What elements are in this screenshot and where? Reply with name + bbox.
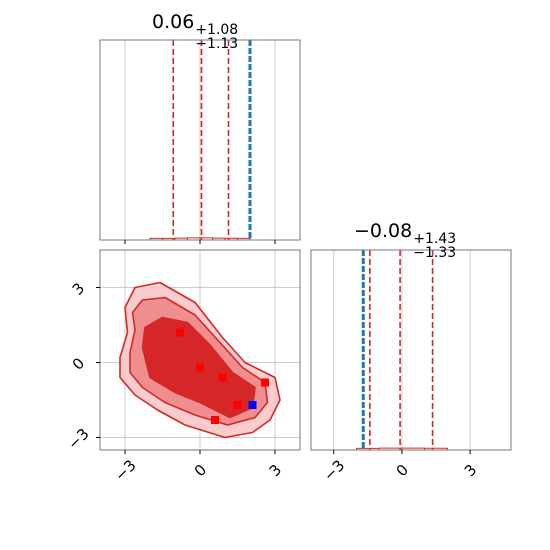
panel-frame — [310, 249, 512, 451]
right-panel-title: −0.08 +1.43 −1.33 — [354, 220, 457, 261]
top-marginal-panel — [99, 39, 301, 244]
contour-area — [100, 250, 300, 450]
sample-marker-red — [218, 373, 227, 382]
right-panel-title-upper: +1.43 — [413, 231, 457, 247]
top-panel-title-lower: −1.13 — [195, 36, 239, 52]
x-tick-label: −3 — [111, 456, 139, 484]
y-tick-label: −3 — [64, 425, 92, 453]
right-panel-title-lower: −1.33 — [413, 245, 457, 261]
top-panel-title-value: 0.06 — [152, 11, 195, 33]
sample-marker-red — [261, 378, 269, 387]
joint-contour-panel: −3 0 3 −3 0 3 — [64, 249, 301, 485]
sample-marker-blue — [248, 401, 257, 409]
right-panel-title-value: −0.08 — [354, 220, 413, 242]
top-panel-title-upper: +1.08 — [195, 22, 239, 38]
x-tick-label: 0 — [191, 461, 210, 480]
sample-marker-red — [211, 416, 219, 424]
x-tick-label: 0 — [393, 461, 412, 480]
right-marginal-panel: −3 0 3 — [310, 249, 512, 485]
x-tick-label: 3 — [266, 461, 285, 480]
sample-marker-red — [233, 401, 242, 409]
y-tick-label: 3 — [69, 279, 88, 298]
y-tick-label: 0 — [69, 354, 88, 373]
x-tick-label: −3 — [320, 456, 348, 484]
x-tick-label: 3 — [461, 461, 480, 480]
sample-marker-red — [176, 328, 184, 337]
top-panel-title: 0.06 +1.08 −1.13 — [152, 11, 239, 52]
histogram-step — [356, 447, 448, 450]
sample-marker-red — [196, 363, 204, 372]
